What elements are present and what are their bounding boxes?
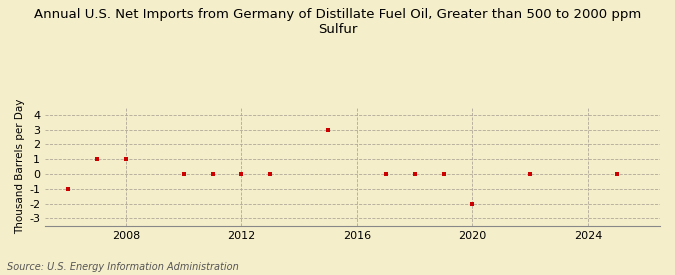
Text: Annual U.S. Net Imports from Germany of Distillate Fuel Oil, Greater than 500 to: Annual U.S. Net Imports from Germany of … (34, 8, 641, 36)
Y-axis label: Thousand Barrels per Day: Thousand Barrels per Day (15, 99, 25, 234)
Text: Source: U.S. Energy Information Administration: Source: U.S. Energy Information Administ… (7, 262, 238, 272)
